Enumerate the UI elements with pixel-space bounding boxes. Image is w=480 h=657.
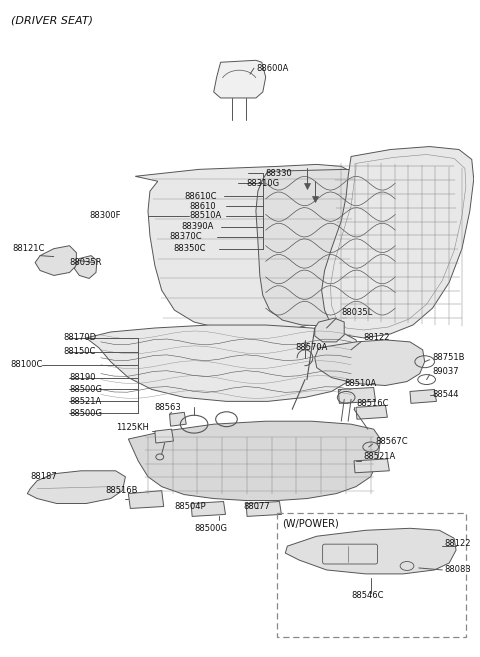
Text: 88122: 88122 (364, 333, 390, 342)
Text: 88570A: 88570A (295, 344, 327, 352)
Text: 88190: 88190 (70, 373, 96, 382)
Polygon shape (191, 501, 226, 516)
Polygon shape (315, 340, 425, 386)
Polygon shape (128, 491, 164, 509)
Polygon shape (246, 501, 281, 516)
Text: 88077: 88077 (243, 502, 270, 511)
Text: 88500G: 88500G (194, 524, 227, 533)
Text: 88350C: 88350C (173, 244, 206, 253)
Polygon shape (155, 429, 173, 443)
Text: 88600A: 88600A (256, 64, 288, 73)
Text: 88170D: 88170D (64, 333, 97, 342)
Text: (DRIVER SEAT): (DRIVER SEAT) (11, 16, 93, 26)
Text: 88546C: 88546C (351, 591, 384, 600)
Polygon shape (256, 170, 403, 326)
Text: 88516B: 88516B (106, 486, 138, 495)
Polygon shape (86, 325, 361, 401)
Text: 88544: 88544 (432, 390, 459, 399)
Polygon shape (74, 256, 97, 279)
Text: 88300F: 88300F (89, 212, 120, 221)
Polygon shape (27, 471, 125, 503)
Polygon shape (354, 459, 389, 473)
Text: 88122: 88122 (444, 539, 471, 548)
Text: 88035R: 88035R (70, 258, 102, 267)
Polygon shape (356, 405, 387, 419)
Text: 88521A: 88521A (364, 453, 396, 461)
Text: 88610C: 88610C (184, 192, 217, 200)
Text: 88330: 88330 (266, 169, 292, 178)
Text: 89037: 89037 (432, 367, 459, 376)
Text: 88150C: 88150C (64, 348, 96, 356)
Text: 88083: 88083 (444, 566, 471, 574)
Polygon shape (410, 390, 436, 403)
Text: 88510A: 88510A (189, 212, 221, 221)
Polygon shape (322, 147, 474, 338)
Polygon shape (128, 421, 381, 501)
Polygon shape (338, 388, 376, 403)
Text: 88500G: 88500G (70, 409, 103, 418)
Text: (W/POWER): (W/POWER) (282, 518, 339, 528)
Text: 88187: 88187 (30, 472, 57, 481)
Polygon shape (169, 413, 186, 426)
Text: 88504P: 88504P (174, 502, 206, 511)
Text: 88563: 88563 (155, 403, 181, 412)
Text: 88121C: 88121C (12, 244, 45, 253)
Text: 1125KH: 1125KH (116, 422, 148, 432)
Text: 88751B: 88751B (432, 353, 465, 362)
Polygon shape (285, 528, 456, 574)
Polygon shape (135, 164, 358, 330)
Polygon shape (214, 60, 266, 98)
Text: 88035L: 88035L (341, 307, 372, 317)
Text: 88500G: 88500G (70, 385, 103, 394)
Text: 88521A: 88521A (70, 397, 102, 406)
Text: 88390A: 88390A (181, 222, 214, 231)
Text: 88567C: 88567C (376, 436, 408, 445)
Text: 88310G: 88310G (246, 179, 279, 188)
Polygon shape (315, 318, 344, 342)
Polygon shape (35, 246, 76, 275)
Text: 88510A: 88510A (344, 379, 376, 388)
Text: 88370C: 88370C (169, 233, 202, 241)
Text: 88100C: 88100C (11, 360, 43, 369)
Text: 88516C: 88516C (356, 399, 388, 408)
Text: 88610: 88610 (189, 202, 216, 210)
